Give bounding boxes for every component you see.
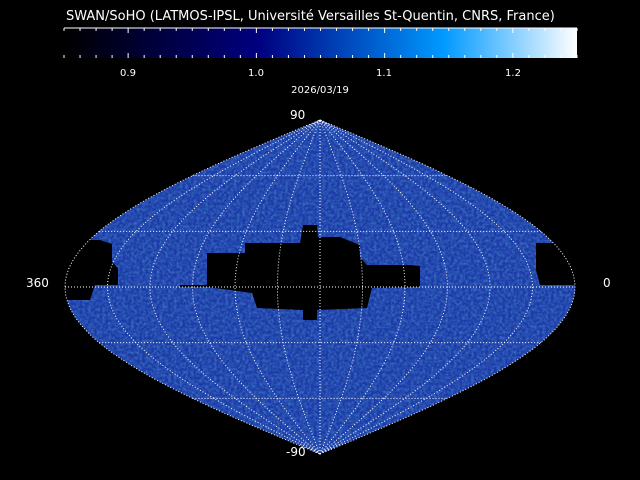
latitude-label-top: 90	[290, 108, 306, 122]
data-gap-center	[180, 225, 420, 320]
meridian-line	[319, 119, 491, 455]
colorbar-tick-label: 1.0	[248, 68, 264, 79]
colorbar	[64, 28, 577, 58]
colorbar-axis	[63, 27, 578, 58]
latitude-label-bottom: -90	[286, 445, 306, 459]
colorbar-tick-label: 1.2	[505, 68, 521, 79]
data-gap-right	[536, 243, 575, 285]
meridian-line	[319, 119, 449, 455]
graticule	[65, 119, 575, 455]
longitude-label-left: 360	[26, 276, 49, 290]
colorbar-tick-label: 0.9	[120, 68, 136, 79]
plot-title: SWAN/SoHO (LATMOS-IPSL, Université Versa…	[66, 9, 555, 24]
longitude-label-right: 0	[603, 276, 611, 290]
colorbar-tick-label: 1.1	[376, 68, 392, 79]
observation-date: 2026/03/19	[291, 85, 349, 96]
meridian-line	[319, 119, 406, 455]
meridian-line	[319, 119, 534, 455]
